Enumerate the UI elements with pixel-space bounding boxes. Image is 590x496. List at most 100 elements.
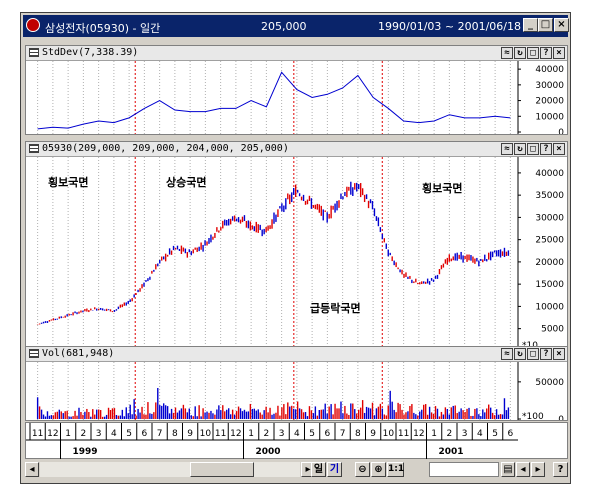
stddev-pane-buttons: ≈ ↻ □ ? ×: [500, 47, 565, 59]
price-pane-buttons: ≈ ↻ □ ? ×: [500, 143, 565, 155]
month-label: 4: [294, 429, 300, 439]
app-logo-icon: [26, 18, 40, 32]
pane-help-button[interactable]: ?: [540, 348, 552, 360]
pane-close-button[interactable]: ×: [553, 143, 565, 155]
help-button[interactable]: ?: [553, 462, 568, 477]
month-label: 3: [96, 429, 102, 439]
stddev-y-tick-label: 30000: [535, 81, 564, 91]
volume-chart[interactable]: 50000 0 *100: [26, 347, 568, 421]
stddev-pane: StdDev(7,338.39) ≈ ↻ □ ? × 40000 30000 200…: [25, 45, 568, 135]
month-label: 6: [508, 429, 514, 439]
volume-y-tick-label: 50000: [535, 378, 564, 388]
date-input[interactable]: [429, 462, 499, 477]
title-bar[interactable]: 삼성전자(05930) - 일간 205,000 1990/01/03 ~ 20…: [23, 15, 569, 37]
zoom-in-button[interactable]: ⊕: [371, 462, 386, 477]
month-label: 11: [215, 429, 226, 439]
month-label: 5: [492, 429, 498, 439]
month-label: 8: [355, 429, 361, 439]
trend-button[interactable]: ≈: [501, 47, 513, 59]
month-label: 12: [413, 429, 424, 439]
pane-maximize-button[interactable]: □: [527, 348, 539, 360]
trend-button[interactable]: ≈: [501, 348, 513, 360]
trend-button[interactable]: ≈: [501, 143, 513, 155]
prev-button[interactable]: ◂: [516, 462, 530, 477]
month-label: 4: [111, 429, 117, 439]
pane-help-button[interactable]: ?: [540, 47, 552, 59]
year-label: 2000: [256, 447, 281, 457]
month-label: 9: [370, 429, 376, 439]
price-y-tick-label: 35000: [535, 191, 564, 201]
close-button[interactable]: ×: [554, 18, 569, 32]
stddev-y-tick-label: 0: [558, 128, 564, 135]
volume-y-tick-label: 0: [558, 415, 564, 421]
month-label: 9: [187, 429, 193, 439]
indicator-icon: [29, 144, 39, 153]
volume-multiplier: *100: [522, 412, 544, 421]
document-icon[interactable]: ▤: [501, 462, 515, 477]
price-pane-header: 05930(209,000, 209,000, 204,000, 205,000…: [26, 142, 567, 157]
stddev-y-tick-label: 40000: [535, 65, 564, 75]
date-axis: 11 12 1 2 3 4 5 6 7 8 9 10 11 12 1 2 3 4 5 6 7 8 9 10 11 12 1 2 3 4 5 6…: [25, 422, 568, 459]
bottom-toolbar: ◂ ▸ 일 기 ⊖ ⊕ 1:1 ▤ ◂ ▸ ?: [25, 460, 568, 480]
month-label: 4: [477, 429, 483, 439]
refresh-button[interactable]: ↻: [514, 143, 526, 155]
pane-help-button[interactable]: ?: [540, 143, 552, 155]
month-label: 1: [431, 429, 437, 439]
month-label: 7: [157, 429, 163, 439]
price-y-tick-label: 40000: [535, 169, 564, 179]
volume-pane-buttons: ≈ ↻ □ ? ×: [500, 348, 565, 360]
period-button[interactable]: 기: [327, 462, 342, 477]
price-y-tick-label: 10000: [535, 302, 564, 312]
volume-title: Vol(681,948): [42, 348, 115, 359]
month-label: 11: [398, 429, 409, 439]
volume-pane-header: Vol(681,948) ≈ ↻ □ ? ×: [26, 347, 567, 362]
pane-maximize-button[interactable]: □: [527, 143, 539, 155]
month-label: 3: [462, 429, 468, 439]
stddev-line: [37, 71, 511, 130]
minimize-button[interactable]: _: [523, 18, 538, 32]
price-y-tick-label: 25000: [535, 236, 564, 246]
price-chart[interactable]: 400003500030000250002000015000100005000*…: [26, 142, 568, 352]
price-y-tick-label: 5000: [541, 325, 564, 335]
chart-window: 삼성전자(05930) - 일간 205,000 1990/01/03 ~ 20…: [20, 12, 571, 484]
next-button[interactable]: ▸: [531, 462, 545, 477]
price-y-tick-label: 30000: [535, 213, 564, 223]
pane-close-button[interactable]: ×: [553, 348, 565, 360]
month-label: 2: [447, 429, 453, 439]
volume-pane: Vol(681,948) ≈ ↻ □ ? × 50000 0 *100: [25, 346, 568, 421]
month-label: 5: [126, 429, 132, 439]
stddev-pane-header: StdDev(7,338.39) ≈ ↻ □ ? ×: [26, 46, 567, 61]
month-label: 12: [47, 429, 58, 439]
scrollbar-thumb[interactable]: [190, 462, 254, 477]
stddev-chart[interactable]: 40000 30000 20000 10000 0: [26, 46, 568, 135]
phase-label: 급등락국면: [310, 301, 361, 315]
date-range: 1990/01/03 ~ 2001/06/18: [378, 20, 522, 33]
zoom-out-button[interactable]: ⊖: [355, 462, 370, 477]
month-label: 6: [325, 429, 331, 439]
current-price: 205,000: [261, 20, 307, 33]
year-label: 1999: [73, 447, 98, 457]
refresh-button[interactable]: ↻: [514, 47, 526, 59]
indicator-icon: [29, 48, 39, 57]
month-label: 7: [340, 429, 346, 439]
phase-label: 횡보국면: [48, 175, 88, 189]
phase-label: 상승국면: [166, 175, 206, 189]
stddev-title: StdDev(7,338.39): [42, 47, 139, 58]
month-label: 1: [65, 429, 71, 439]
stddev-y-tick-label: 20000: [535, 97, 564, 107]
price-title: 05930(209,000, 209,000, 204,000, 205,000…: [42, 143, 289, 154]
ratio-button[interactable]: 1:1: [387, 462, 404, 477]
month-label: 2: [81, 429, 87, 439]
month-label: 1: [248, 429, 254, 439]
date-axis-labels: 11 12 1 2 3 4 5 6 7 8 9 10 11 12 1 2 3 4 5 6 7 8 9 10 11 12 1 2 3 4 5 6…: [26, 423, 518, 459]
scroll-left-button[interactable]: ◂: [25, 462, 39, 477]
pane-maximize-button[interactable]: □: [527, 47, 539, 59]
maximize-button[interactable]: □: [538, 18, 553, 32]
refresh-button[interactable]: ↻: [514, 348, 526, 360]
horizontal-scrollbar-track[interactable]: [40, 462, 300, 477]
daily-button[interactable]: 일: [311, 462, 326, 477]
month-label: 10: [200, 429, 212, 439]
indicator-icon: [29, 349, 39, 358]
pane-close-button[interactable]: ×: [553, 47, 565, 59]
window-title: 삼성전자(05930) - 일간: [45, 22, 161, 35]
